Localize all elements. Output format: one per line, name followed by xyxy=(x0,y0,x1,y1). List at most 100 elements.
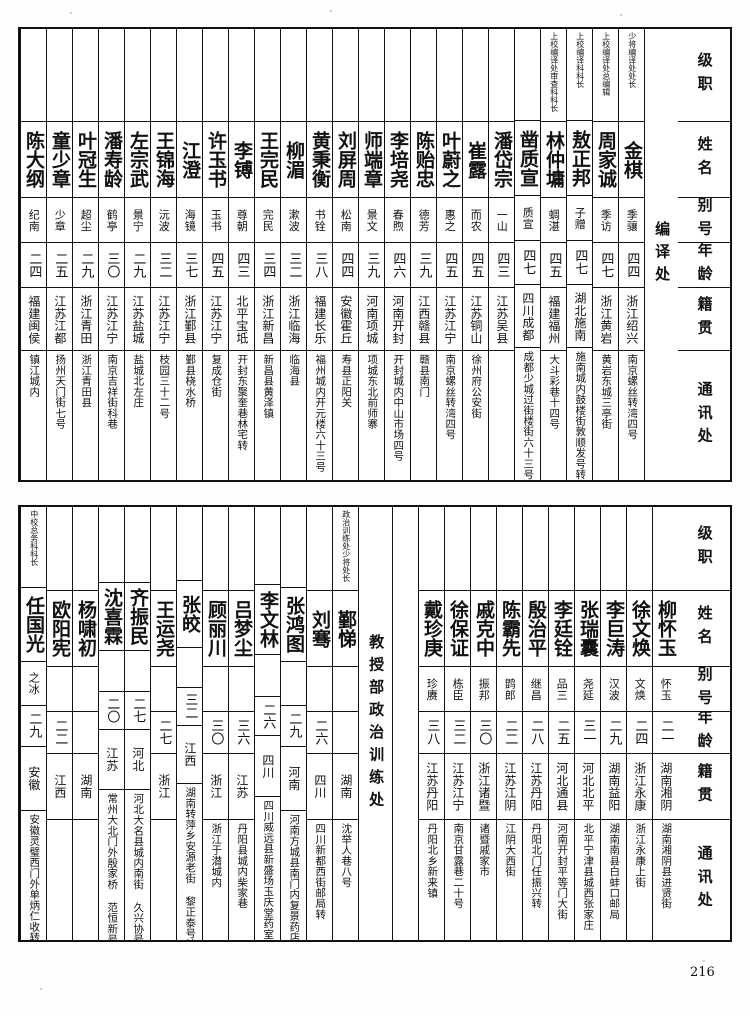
cell-origin: 浙江永康 xyxy=(627,754,652,820)
text-alias: 一山 xyxy=(495,208,509,232)
text-origin: 江苏江宁 xyxy=(156,294,171,344)
cell-age: 二九 xyxy=(73,243,98,288)
roster-entry-column[interactable]: 上校编译科科长 敖正邦 子赠 四七 湖北施南 施南城内鼓楼街敦顺发号转 xyxy=(566,29,592,480)
roster-entry-column[interactable]: 徐保证 栋臣 三二 江苏江宁 南京甘露巷二十号 xyxy=(444,507,470,940)
roster-entry-column[interactable]: 王运尧 二七 浙江 xyxy=(150,507,176,940)
cell-name: 戴珍庚 xyxy=(419,591,444,667)
roster-entry-column[interactable]: 许玉书 玉书 四五 江苏江宁 复成仓街 xyxy=(202,29,228,480)
roster-entry-column[interactable]: 李文林 二六 四川 四川威远县新盛场玉庆堂药室转 xyxy=(254,507,280,940)
cell-name: 欧阳宪 xyxy=(47,591,72,667)
text-age: 四五 xyxy=(546,251,562,279)
roster-entry-column[interactable]: 徐文焕 文焕 二四 浙江永康 浙江永康上街 xyxy=(626,507,652,940)
cell-alias xyxy=(177,648,202,689)
cell-origin: 湖南 xyxy=(73,754,98,820)
cell-name: 周家诚 xyxy=(593,122,618,198)
cell-addr xyxy=(73,820,98,940)
cell-origin: 江苏江宁 xyxy=(437,288,462,351)
text-name: 童少章 xyxy=(49,131,71,188)
cell-age: 三八 xyxy=(307,243,332,288)
text-addr: 新昌县黄泽镇 xyxy=(262,354,275,419)
cell-age: 二一 xyxy=(653,712,678,754)
roster-entry-column[interactable]: 潘岱宗 一山 四三 江苏吴县 xyxy=(488,29,514,480)
roster-entry-column[interactable]: 陈贻忠 德芳 三九 江西赣县 赣县南门 xyxy=(410,29,436,480)
roster-entry-column[interactable]: 齐振民 二七 河北 河北大名县城内南街 久兴协号转 xyxy=(124,507,150,940)
text-alias: 完民 xyxy=(261,208,275,232)
roster-entry-column[interactable]: 李巨涛 汉波 二九 湖南益阳 湖南南县白蚌口邮局 xyxy=(600,507,626,940)
cell-addr: 湖南湘阴县进贤街 xyxy=(653,820,678,940)
roster-entry-column[interactable]: 潘寿龄 鹤亭 三〇 江苏江宁 南京吉祥街科巷 xyxy=(98,29,124,480)
text-age: 三八 xyxy=(312,251,328,279)
cell-alias: 玉书 xyxy=(203,198,228,243)
roster-entry-column[interactable]: 李培尧 春煦 四六 河南开封 开封城内中山市场四号 xyxy=(384,29,410,480)
text-name: 张皎 xyxy=(179,595,201,634)
roster-entry-column[interactable]: 沈喜霖 二〇 江苏 常州大北门外殷家桥 范恒新号转 xyxy=(98,507,124,940)
text-addr: 成都少城过街楼街六十三号 xyxy=(522,350,535,480)
roster-entry-column[interactable]: 黄秉衡 书铨 三八 福建长乐 福州城内开元楼六十三号 xyxy=(306,29,332,480)
cell-rank xyxy=(281,29,306,122)
text-origin: 江苏 xyxy=(234,774,249,799)
roster-entry-column[interactable]: 童少章 少章 二五 江苏江都 扬州天门街七号 xyxy=(46,29,72,480)
roster-entry-column[interactable]: 顾丽川 三〇 浙江 浙江于潜城内 xyxy=(202,507,228,940)
roster-entry-column[interactable]: 凿质宣 质宣 四七 四川成都 成都少城过街楼街六十三号 xyxy=(514,29,540,480)
text-origin: 河南开封 xyxy=(390,294,405,344)
roster-entry-column[interactable]: 吕梦尘 三六 江苏 丹阳县城内柴家巷 xyxy=(228,507,254,940)
cell-alias: 珍赓 xyxy=(419,667,444,712)
text-alias: 海镜 xyxy=(183,208,197,232)
roster-entry-column[interactable]: 王完民 完民 三四 浙江新昌 新昌县黄泽镇 xyxy=(254,29,280,480)
roster-entry-column[interactable]: 政治训练处少将处长 鄞悌 湖南 沈举人巷八号 xyxy=(332,507,358,940)
text-addr: 福州城内开元楼六十三号 xyxy=(314,354,327,472)
cell-alias: 纪南 xyxy=(21,198,46,243)
cell-alias: 德芳 xyxy=(411,198,436,243)
roster-entry-column[interactable]: 叶冠生 超尘 二九 浙江青田 浙江青田县 xyxy=(72,29,98,480)
roster-entry-column[interactable]: 中校总务科科长 任国光 之冰 二九 安徽 安徽灵璧西门外单炳仁收转 xyxy=(20,507,46,940)
cell-age: 四五 xyxy=(203,243,228,288)
text-age: 三二 xyxy=(450,719,466,746)
roster-entry-column[interactable]: 王锦海 沅波 三二 江苏江宁 枝园三十二号 xyxy=(150,29,176,480)
text-addr: 四川威远县新盛场玉庆堂药室转 xyxy=(262,800,275,941)
roster-entry-column[interactable]: 戴珍庚 珍赓 三八 江苏丹阳 丹阳北乡新来镇 xyxy=(418,507,444,940)
roster-entry-column[interactable]: 陈霸先 鹍郎 二二 江苏江阴 江阴大西街 xyxy=(496,507,522,940)
cell-origin: 浙江 xyxy=(203,754,228,820)
header-label-3: 年龄 xyxy=(678,712,730,754)
cell-alias: 沅波 xyxy=(151,198,176,243)
roster-entry-column[interactable]: 殷治平 继昌 二八 江苏丹阳 丹阳北门任振兴转 xyxy=(522,507,548,940)
text-addr: 黄岩东城三亭街 xyxy=(600,354,613,429)
cell-name: 陈大纲 xyxy=(21,122,46,198)
roster-entry-column[interactable]: 左宗武 景宁 二九 江苏盐城 盐城北左庄 xyxy=(124,29,150,480)
text-origin: 北平宝坻 xyxy=(234,294,249,344)
text-addr: 湖南转萍乡安源老街 黎正泰号转交 xyxy=(184,786,197,941)
cell-age: 三七 xyxy=(177,243,202,288)
roster-entry-column[interactable]: 张瑞囊 尧延 三一 河北北平 北平宁津县城西张家庄 xyxy=(574,507,600,940)
cell-name: 吕梦尘 xyxy=(229,591,254,667)
cell-rank xyxy=(21,29,46,122)
header-label-text: 籍贯 xyxy=(695,763,714,810)
roster-table-bottom: 中校总务科科长 任国光 之冰 二九 安徽 安徽灵璧西门外单炳仁收转 欧阳宪 二二 江西 杨啸初 湖南… xyxy=(18,505,732,942)
roster-entry-column[interactable]: 师端章 景文 三九 河南项城 项城东北前师寨 xyxy=(358,29,384,480)
cell-alias: 景文 xyxy=(359,198,384,243)
cell-name: 崔露 xyxy=(463,122,488,198)
roster-entry-column[interactable]: 江澄 海镜 三七 浙江鄞县 鄞县桡水桥 xyxy=(176,29,202,480)
cell-rank xyxy=(411,29,436,122)
roster-entry-column[interactable]: 刘骞 二六 四川 四川新都西街邮局转 xyxy=(306,507,332,940)
roster-entry-column[interactable]: 崔露 而农 四五 江苏铜山 徐州府公安街 xyxy=(462,29,488,480)
roster-entry-column[interactable]: 杨啸初 湖南 xyxy=(72,507,98,940)
cell-age: 四四 xyxy=(619,243,644,288)
roster-entry-column[interactable]: 少将编译处处长 金棋 季骧 四四 浙江绍兴 南京螺丝转湾四号 xyxy=(618,29,644,480)
cell-rank xyxy=(203,29,228,122)
roster-entry-column[interactable]: 刘屏周 松南 四四 安徽霍丘 寿县正阳关 xyxy=(332,29,358,480)
roster-entry-column[interactable]: 张皎 三二 江西 湖南转萍乡安源老街 黎正泰号转交 xyxy=(176,507,202,940)
roster-entry-column[interactable]: 叶蔚之 惠之 四五 江苏江宁 南京螺丝转湾四号 xyxy=(436,29,462,480)
roster-entry-column[interactable]: 张鸿图 二九 河南 河南方城县南门内复景药店 xyxy=(280,507,306,940)
cell-origin: 江苏铜山 xyxy=(463,288,488,351)
roster-entry-column[interactable]: 柳怀玉 怀玉 二一 湖南湘阴 湖南湘阴县进贤街 xyxy=(652,507,678,940)
roster-entry-column[interactable]: 欧阳宪 二二 江西 xyxy=(46,507,72,940)
roster-entry-column[interactable]: 李镈 尊朝 四三 北平宝坻 开封东聚奎巷林宅转 xyxy=(228,29,254,480)
roster-entry-column[interactable]: 上校编译处总编辑 周家诚 季访 四七 浙江黄岩 黄岩东城三亭街 xyxy=(592,29,618,480)
roster-entry-column[interactable]: 李廷铨 品三 二五 河北通县 河南开封平等门大街 xyxy=(548,507,574,940)
roster-entry-column[interactable]: 柳湄 漱波 三二 浙江临海 临海县 xyxy=(280,29,306,480)
roster-entry-column[interactable]: 戚克中 振邦 三〇 浙江诸暨 诸暨戚家市 xyxy=(470,507,496,940)
roster-entry-column[interactable]: 上校编译处审查科科长 林仲墉 蜩湛 四五 福建福州 大斗彩巷十四号 xyxy=(540,29,566,480)
cell-name: 沈喜霖 xyxy=(99,583,124,652)
roster-entry-column[interactable]: 陈大纲 纪南 二四 福建闽侯 镇江城内 xyxy=(20,29,46,480)
text-age: 四六 xyxy=(390,251,406,279)
